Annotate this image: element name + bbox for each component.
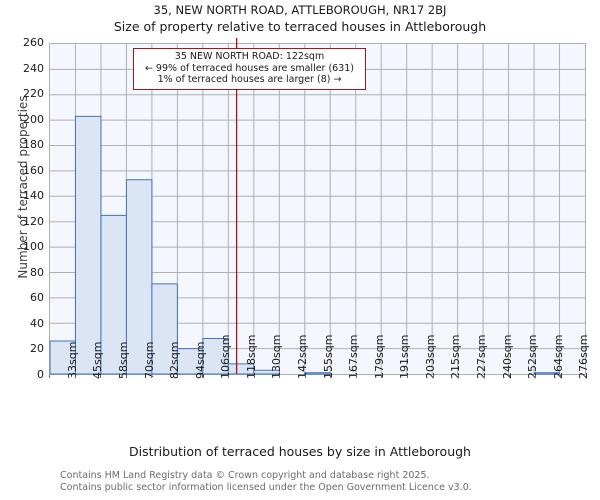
y-axis-tick-label: 60	[30, 291, 44, 305]
x-axis-tick-mark	[355, 375, 357, 378]
histogram-bars	[50, 44, 585, 374]
x-axis-tick-label: 118sqm	[244, 334, 258, 379]
x-axis-tick-mark	[483, 375, 485, 378]
histogram-bar	[254, 370, 279, 374]
x-axis-tick-label: 215sqm	[449, 334, 463, 379]
x-axis-tick-mark	[125, 375, 127, 378]
x-axis-tick-mark	[509, 375, 511, 378]
x-axis-tick-mark	[560, 375, 562, 378]
x-axis-tick-label: 167sqm	[347, 334, 361, 379]
x-axis-tick-label: 82sqm	[168, 341, 182, 379]
property-annotation-box: 35 NEW NORTH ROAD: 122sqm ← 99% of terra…	[133, 48, 366, 90]
page-title: 35, NEW NORTH ROAD, ATTLEBOROUGH, NR17 2…	[153, 3, 447, 17]
x-axis-tick-mark	[74, 375, 76, 378]
histogram-bar	[305, 373, 330, 374]
x-axis-tick-mark	[100, 375, 102, 378]
histogram-bar	[228, 364, 253, 374]
x-axis-tick-label: 106sqm	[219, 334, 233, 379]
y-axis-tick-label: 120	[23, 214, 44, 228]
y-axis-tick-label: 160	[23, 163, 44, 177]
x-axis-tick-label: 252sqm	[526, 334, 540, 379]
x-axis-tick-label: 45sqm	[91, 341, 105, 379]
x-axis-tick-mark	[279, 375, 281, 378]
chart-title-block: 35, NEW NORTH ROAD, ATTLEBOROUGH, NR17 2…	[0, 2, 600, 35]
y-axis-tick-label: 20	[30, 342, 44, 356]
x-axis-tick-label: 191sqm	[398, 334, 412, 379]
y-axis-tick-label: 0	[37, 368, 44, 381]
y-axis-tick-label: 140	[23, 189, 44, 203]
histogram-bar	[177, 349, 202, 374]
y-axis-tick-label: 80	[30, 265, 44, 279]
x-axis-tick-label: 94sqm	[193, 341, 207, 379]
x-axis-tick-mark	[202, 375, 204, 378]
x-axis-tick-mark	[49, 375, 50, 378]
x-axis-tick-mark	[458, 375, 460, 378]
x-axis-tick-label: 33sqm	[65, 341, 79, 379]
annotation-line-smaller: ← 99% of terraced houses are smaller (63…	[144, 62, 355, 74]
x-axis-tick-mark	[534, 375, 536, 378]
histogram-bar	[152, 284, 177, 374]
histogram-bar	[534, 373, 559, 374]
x-axis-label: Distribution of terraced houses by size …	[129, 444, 471, 459]
property-marker-line	[50, 44, 585, 374]
annotation-line-size: 35 NEW NORTH ROAD: 122sqm	[174, 51, 325, 62]
x-axis-tick-label: 240sqm	[500, 334, 514, 379]
x-axis-tick-mark	[407, 375, 408, 378]
annotation-line-larger: 1% of terraced houses are larger (8) →	[157, 74, 342, 85]
plot-area	[49, 43, 586, 375]
y-axis-tick-label: 240	[23, 61, 44, 75]
x-axis-tick-mark	[228, 375, 229, 378]
x-axis-tick-label: 58sqm	[116, 341, 130, 379]
y-axis-tick-label: 220	[23, 87, 44, 101]
x-axis-tick-label: 70sqm	[142, 341, 156, 379]
histogram-bar	[126, 180, 151, 374]
histogram-bar	[75, 116, 100, 374]
footer-line-2: Contains public sector information licen…	[60, 481, 472, 493]
x-axis-tick-mark	[304, 375, 306, 378]
footer-line-1: Contains HM Land Registry data © Crown c…	[60, 470, 430, 481]
x-axis-tick-mark	[253, 375, 255, 378]
histogram-bar	[50, 341, 75, 374]
y-axis-tick-label: 260	[23, 36, 44, 49]
x-axis-tick-mark	[381, 375, 383, 378]
x-axis-tick-label: 203sqm	[423, 334, 437, 379]
footer-attribution: Contains HM Land Registry data © Crown c…	[60, 470, 560, 493]
x-axis-tick-mark	[151, 375, 153, 378]
x-axis-tick-label: 264sqm	[551, 334, 565, 379]
y-axis-tick-label: 180	[23, 138, 44, 152]
chart-subtitle: Size of property relative to terraced ho…	[113, 19, 487, 34]
x-axis-tick-label: 142sqm	[295, 334, 309, 379]
x-axis-tick-mark	[432, 375, 434, 378]
x-axis-tick-label: 130sqm	[270, 334, 284, 379]
x-axis-tick-label: 179sqm	[372, 334, 386, 379]
x-axis-tick-mark	[330, 375, 332, 378]
y-axis-tick-label: 40	[30, 316, 44, 330]
y-axis-tick-label: 200	[23, 112, 44, 126]
histogram-bar	[101, 215, 126, 374]
x-axis-tick-label: 155sqm	[321, 334, 335, 379]
x-axis-tick-label: 276sqm	[577, 334, 591, 379]
x-axis-tick-mark	[176, 375, 178, 378]
histogram-bar	[203, 338, 228, 374]
x-axis-tick-label: 227sqm	[474, 334, 488, 379]
y-axis-tick-label: 100	[23, 240, 44, 254]
